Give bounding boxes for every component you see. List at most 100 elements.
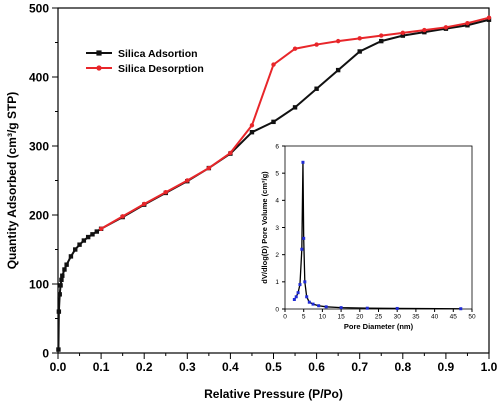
inset-y-tick-label: 3 <box>275 225 279 232</box>
inset-y-tick-label: 5 <box>275 171 279 178</box>
inset-series-0-point <box>300 247 304 251</box>
main-series-1-point <box>98 226 104 231</box>
inset-y-axis-label: dV/dlog(D) Pore Volume (cm³/g) <box>260 171 269 284</box>
main-series-1-point <box>185 178 190 183</box>
legend: Silica Adsortion Silica Desorption <box>86 48 204 75</box>
inset-x-tick-label: 25 <box>375 314 383 321</box>
main-y-axis-label: Quantity Adsorbed (cm³/g STP) <box>5 92 19 270</box>
inset-x-tick-label: 40 <box>431 314 439 321</box>
main-series-0-point <box>81 238 87 243</box>
main-x-tick-label: 0.7 <box>351 360 368 374</box>
main-x-tick-label: 0.4 <box>222 360 239 374</box>
inset-series-0-point <box>294 295 298 299</box>
main-series-1-point <box>163 190 168 195</box>
inset-series-0-point <box>311 302 315 306</box>
inset-series-0-point <box>298 283 302 287</box>
main-x-tick-label: 0.6 <box>308 360 325 374</box>
inset-series-0-point <box>395 306 399 310</box>
main-x-axis-label: Relative Pressure (P/Po) <box>204 387 343 401</box>
inset-x-tick-label: 45 <box>450 314 458 321</box>
inset-x-tick-label: 10 <box>319 314 327 321</box>
main-plot-area: 0.0 0.1 0.2 0.3 0.4 0.5 0.6 0.7 0.8 0.9 1.00100200… <box>5 1 498 401</box>
legend-label: Silica Adsortion <box>118 48 198 60</box>
inset-x-tick-label: 5 <box>302 314 306 321</box>
inset-series-0-point <box>307 300 311 304</box>
main-series-1-point <box>357 36 362 41</box>
inset-series-0-point <box>317 304 321 308</box>
main-series-1-point <box>379 33 384 38</box>
main-series-0-point <box>73 247 78 252</box>
main-series-1-point <box>465 20 470 26</box>
inset-x-tick-label: 30 <box>394 314 402 321</box>
inset-x-tick-label: 0 <box>283 314 287 321</box>
main-series-0-point <box>68 254 74 259</box>
main-x-tick-label: 0.9 <box>438 360 455 374</box>
main-series-1-point <box>422 27 427 33</box>
inset-y-tick-label: 2 <box>275 252 279 259</box>
main-series-0-point <box>77 242 82 247</box>
main-series-0-point <box>59 277 64 283</box>
inset-y-tick-label: 1 <box>275 279 279 286</box>
main-series-0-point <box>335 67 341 73</box>
main-x-tick-label: 1.0 <box>481 360 498 374</box>
main-series-0-point <box>400 33 405 38</box>
main-series-0-point <box>85 234 91 240</box>
main-series-0-point <box>271 119 276 125</box>
main-series-0-point <box>64 262 69 267</box>
main-series-1-point <box>400 30 405 36</box>
main-series-0-point <box>90 232 95 237</box>
main-series-0-point <box>56 309 62 314</box>
main-y-tick-label: 300 <box>29 139 49 153</box>
main-series-1-point <box>249 123 255 128</box>
inset-series-0-point <box>459 307 463 311</box>
main-y-tick-label: 100 <box>29 277 49 291</box>
main-series-1-point <box>443 25 449 30</box>
inset-series-0-point <box>296 291 300 295</box>
main-series-1-point <box>271 62 276 67</box>
main-series-1-point <box>120 214 125 219</box>
main-series-1-point <box>486 15 492 20</box>
inset-plot-frame <box>284 145 473 310</box>
main-x-tick-label: 0.3 <box>179 360 196 374</box>
main-x-tick-label: 0.2 <box>136 360 153 374</box>
main-x-tick-label: 0.5 <box>265 360 282 374</box>
main-y-tick-label: 500 <box>29 1 49 15</box>
inset-x-tick-label: 20 <box>356 314 364 321</box>
main-series-0-point <box>58 283 63 288</box>
inset-series-0-point <box>292 297 296 301</box>
main-series-0-point <box>379 38 384 44</box>
main-y-tick-label: 400 <box>29 70 49 84</box>
inset-x-tick-label: 15 <box>337 314 345 321</box>
main-y-tick-label: 0 <box>42 346 49 360</box>
main-x-tick-label: 0.1 <box>93 360 110 374</box>
legend-label: Silica Desorption <box>118 63 204 75</box>
inset-series-0-point <box>324 305 328 309</box>
main-series-0-point <box>357 49 362 54</box>
inset-y-tick-label: 4 <box>275 198 279 205</box>
inset-x-tick-label: 35 <box>412 314 420 321</box>
main-series-1-point <box>335 38 341 44</box>
inset-y-tick-label: 6 <box>275 143 279 150</box>
inset-series-0-point <box>302 236 306 240</box>
legend-swatch-marker <box>96 65 102 71</box>
main-series-0-point <box>56 347 61 352</box>
inset-series-0-point <box>365 306 369 310</box>
main-series-0-point <box>62 267 67 272</box>
inset-x-axis-label: Pore Diameter (nm) <box>344 322 414 331</box>
main-x-tick-label: 0.8 <box>394 360 411 374</box>
main-series-1-point <box>142 201 147 207</box>
main-series-1-point <box>314 42 319 47</box>
main-x-tick-label: 0.0 <box>50 360 67 374</box>
main-series-0-point <box>249 130 255 135</box>
main-series-0-point <box>94 229 99 234</box>
inset-series-0-point <box>301 160 305 164</box>
main-series-1-point <box>228 150 233 156</box>
inset-y-tick-label: 0 <box>275 306 279 313</box>
inset-series-0-point <box>303 280 307 284</box>
main-series-1-point <box>206 165 212 171</box>
main-series-0-point <box>60 273 65 278</box>
main-series-1-point <box>292 46 298 51</box>
legend-swatch-marker <box>96 50 102 56</box>
